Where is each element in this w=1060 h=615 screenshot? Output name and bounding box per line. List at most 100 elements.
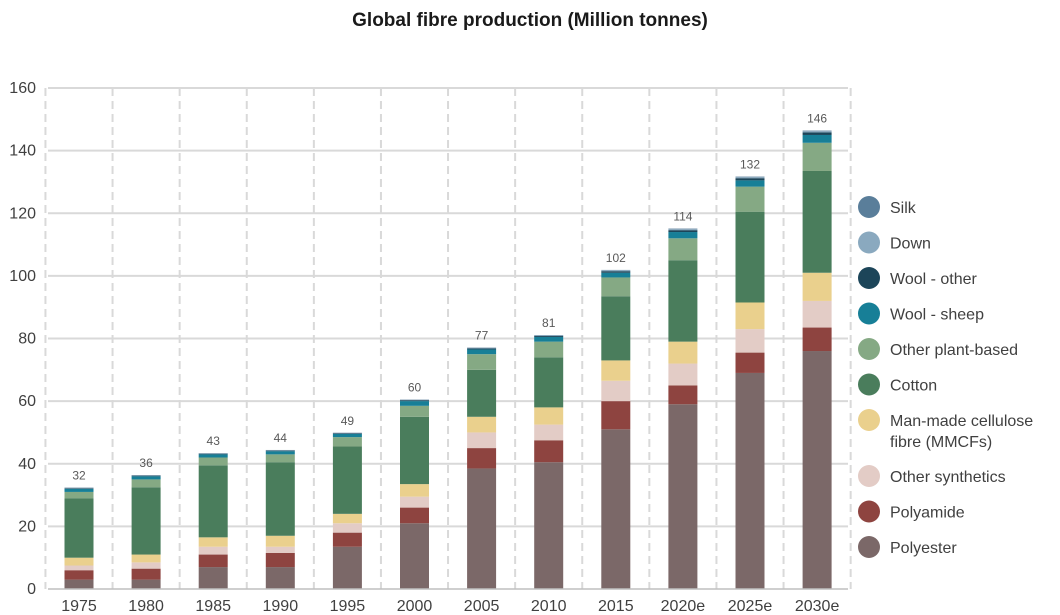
legend-label: Other plant-based (890, 342, 1018, 359)
legend-item: Other plant-based (858, 338, 1018, 360)
bar-segment-cotton (467, 369, 497, 417)
total-label: 44 (274, 431, 288, 445)
legend-swatch (858, 409, 880, 431)
bar-segment-wool-sheep (64, 488, 94, 492)
bar-segment-cotton (64, 498, 94, 558)
bar-segment-wool-sheep (467, 349, 497, 355)
legend-item: Wool - other (858, 267, 978, 289)
bar-segment-polyester (400, 523, 429, 589)
y-tick-label: 100 (9, 268, 36, 285)
bar-segment-polyamide (131, 568, 161, 580)
bar-segment-down (601, 270, 631, 272)
bar-segment-polyamide (467, 448, 497, 469)
bar-segment-man-made-cellulose-fibre-mmcfs- (601, 360, 631, 381)
total-label: 32 (72, 469, 86, 483)
total-label: 43 (207, 434, 221, 448)
x-tick-label: 2020e (661, 598, 706, 615)
legend-label: Other synthetics (890, 469, 1006, 486)
bar-segment-other-plant-based (131, 479, 161, 488)
bar-segment-wool-sheep (534, 336, 564, 342)
bar-segment-polyester (198, 567, 228, 589)
bar-segment-cotton (735, 211, 765, 303)
y-tick-label: 120 (9, 205, 36, 222)
legend-label: Silk (890, 200, 917, 217)
bar-segment-wool-sheep (332, 434, 362, 438)
bar-segment-silk (668, 228, 698, 230)
bar-segment-other-synthetics (400, 496, 429, 508)
legend-item: Cotton (858, 373, 937, 396)
bar-segment-cotton (400, 416, 429, 485)
bar-segment-cotton (668, 260, 698, 342)
bar-segment-silk (802, 130, 832, 132)
bar-segment-man-made-cellulose-fibre-mmcfs- (131, 554, 161, 563)
bar-segment-man-made-cellulose-fibre-mmcfs- (735, 302, 765, 330)
bar-segment-polyester (64, 579, 94, 589)
bars (64, 130, 832, 589)
bar-segment-down (534, 335, 564, 336)
x-tick-label: 1995 (330, 598, 366, 615)
x-tick-label: 1980 (128, 598, 164, 615)
bar-segment-polyamide (601, 401, 631, 430)
y-tick-label: 80 (18, 331, 36, 348)
total-label: 114 (673, 210, 692, 224)
y-tick-label: 160 (9, 80, 36, 97)
bar-segment-polyamide (198, 554, 228, 568)
bar-segment-other-synthetics (265, 546, 295, 553)
bar-segment-other-plant-based (735, 186, 765, 212)
bar-segment-man-made-cellulose-fibre-mmcfs- (534, 407, 564, 425)
total-label: 146 (807, 112, 827, 126)
bar-segment-other-plant-based (668, 238, 698, 261)
bar-segment-other-plant-based (467, 354, 497, 370)
bar-segment-other-synthetics (534, 424, 564, 441)
bar-segment-other-synthetics (467, 432, 497, 449)
bar-segment-polyamide (332, 532, 362, 547)
bar-segment-wool-sheep (198, 454, 228, 458)
bar-segment-cotton (332, 446, 362, 514)
bar-segment-other-synthetics (601, 380, 631, 402)
bar-segment-wool-other (467, 348, 497, 350)
bar-segment-cotton (802, 170, 832, 273)
bar-segment-polyamide (265, 552, 295, 568)
bar-segment-other-synthetics (802, 300, 832, 328)
axes: 0 20 40 60 80 100 120 140 160 1975 1980 1985 1990 199… (9, 80, 848, 615)
bar-segment-cotton (198, 465, 228, 538)
bar-segment-man-made-cellulose-fibre-mmcfs- (467, 416, 497, 433)
gridlines (44, 87, 852, 589)
bar-segment-polyester (265, 567, 295, 589)
bar-segment-wool-sheep (735, 180, 765, 187)
bar-segment-wool-other (668, 230, 698, 233)
bar-segment-wool-sheep (668, 232, 698, 239)
bar-segment-down (735, 177, 765, 179)
bar-segment-other-plant-based (802, 142, 832, 171)
bar-segment-polyamide (534, 440, 564, 463)
bar-segment-other-plant-based (64, 491, 94, 499)
total-label: 49 (341, 414, 355, 428)
bar-segment-other-synthetics (198, 546, 228, 555)
bar-segment-other-synthetics (332, 523, 362, 533)
bar-segment-cotton (534, 357, 564, 408)
bar-segment-polyester (131, 579, 161, 589)
bar-segment-other-plant-based (265, 454, 295, 463)
total-label: 132 (740, 158, 760, 172)
bar-segment-down (802, 131, 832, 133)
x-tick-label: 2000 (397, 598, 433, 615)
x-tick-label: 2005 (464, 598, 500, 615)
bar-segment-polyamide (64, 570, 94, 580)
bar-segment-man-made-cellulose-fibre-mmcfs- (332, 513, 362, 524)
bar-segment-polyamide (400, 507, 429, 524)
bar-segment-polyester (668, 404, 698, 589)
x-tick-label: 2025e (728, 598, 773, 615)
bar-segment-wool-other (802, 132, 832, 135)
bar-segment-wool-other (265, 450, 295, 452)
legend-swatch (858, 500, 880, 523)
chart-title: Global fibre production (Million tonnes) (352, 10, 708, 31)
bar-segment-wool-other (601, 271, 631, 273)
x-tick-label: 1990 (263, 598, 299, 615)
bar-segment-other-synthetics (735, 329, 765, 353)
bar-segment-polyamide (668, 385, 698, 405)
bar-segment-polyester (467, 468, 497, 589)
bar-segment-other-plant-based (400, 405, 429, 417)
bar-segment-polyester (802, 351, 832, 589)
bar-segment-wool-sheep (131, 476, 161, 480)
